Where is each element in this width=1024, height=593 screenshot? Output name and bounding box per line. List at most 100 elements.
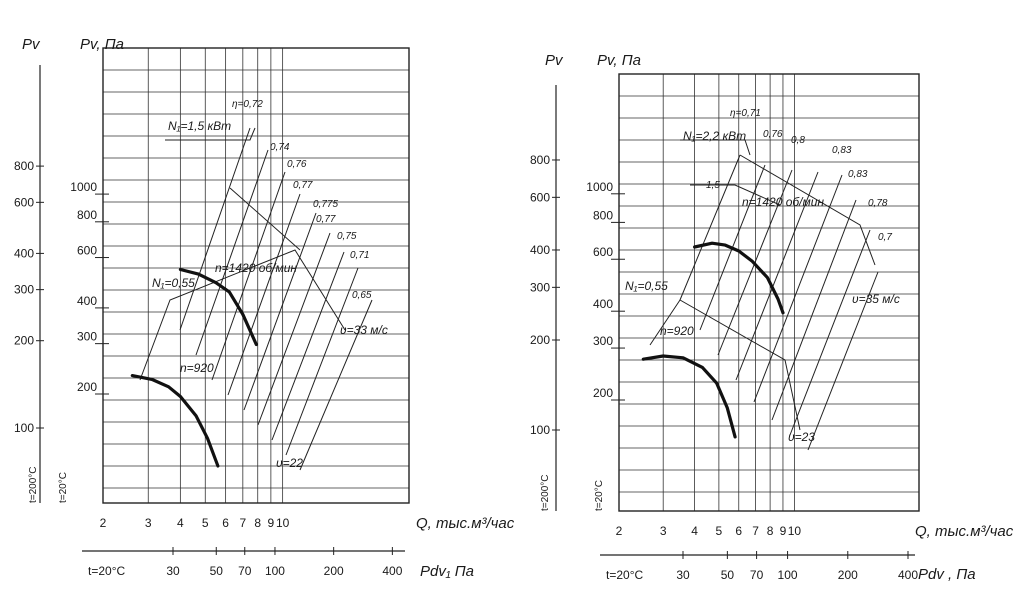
left-eff-label: 0,74	[270, 142, 290, 153]
right-power-label-3: 1,5	[706, 180, 720, 191]
l-pv200-tick-label: 600	[14, 195, 34, 209]
r-pv20-tick-label: 400	[593, 297, 613, 311]
r-pv200-tick-label: 200	[530, 333, 550, 347]
r-pv200-tick-label: 600	[530, 190, 550, 204]
l-q-tick-label: 10	[276, 516, 290, 530]
left-power-label-2: N₁=0,55	[152, 276, 195, 290]
right-pdv-t20-label: t=20°C	[606, 568, 643, 582]
l-q-tick-label: 2	[100, 516, 107, 530]
l-pv20-tick-label: 200	[77, 380, 97, 394]
left-pv-inner-title: Pv, Па	[80, 36, 124, 53]
right-pv200-ticks: 100 200 300 400 600 800	[530, 153, 560, 437]
r-q-tick-label: 2	[616, 524, 623, 538]
left-pdv-t20-label: t=20°C	[88, 564, 125, 578]
left-speed-lines	[130, 267, 258, 468]
l-pv200-tick-label: 800	[14, 159, 34, 173]
right-t200-label: t=200°C	[540, 474, 551, 511]
right-pv20-ticks: 200 300 400 600 800 1000	[586, 180, 625, 401]
right-eff-label: 0,83	[848, 169, 868, 180]
left-velocity-label-33: υ=33 м/с	[340, 323, 388, 337]
l-q-tick-label: 5	[202, 516, 209, 530]
left-pv-outer-title: Pv	[22, 36, 41, 53]
r-pdv-tick-label: 30	[676, 568, 690, 582]
left-power-lines	[139, 127, 346, 381]
right-power-label-1: N₁=2,2 кВт	[683, 129, 746, 143]
l-pv200-tick-label: 300	[14, 283, 34, 297]
r-pv200-tick-label: 800	[530, 153, 550, 167]
right-eff-label: 0,76	[763, 129, 783, 140]
right-velocity-label-35: υ=35 м/с	[852, 292, 900, 306]
l-q-tick-label: 9	[268, 516, 275, 530]
left-speed-label-920: n=920	[180, 361, 214, 375]
right-pv-inner-title: Pv, Па	[597, 52, 641, 69]
right-pdv-ticks: 30 50 70 100 200 400	[676, 551, 918, 582]
r-q-tick-label: 5	[716, 524, 723, 538]
r-pv200-tick-label: 400	[530, 243, 550, 257]
right-speed-label-1420: n=1420 об/мин	[742, 195, 824, 209]
r-pdv-tick-label: 200	[838, 568, 858, 582]
r-q-tick-label: 7	[752, 524, 759, 538]
left-power-label-1: N₁=1,5 кВт	[168, 119, 231, 133]
left-t200-label: t=200°C	[28, 466, 39, 503]
r-pv200-tick-label: 100	[530, 423, 550, 437]
l-q-tick-label: 7	[239, 516, 246, 530]
r-pv200-tick-label: 300	[530, 280, 550, 294]
right-eff-label: η=0,71	[730, 108, 761, 119]
right-power-lines	[649, 139, 876, 431]
l-pdv-tick-label: 50	[210, 564, 224, 578]
r-pdv-tick-label: 50	[721, 568, 735, 582]
right-t20-label: t=20°C	[594, 480, 605, 511]
left-grid	[103, 48, 409, 503]
r-pdv-tick-label: 100	[778, 568, 798, 582]
left-eff-label: 0,76	[287, 159, 307, 170]
l-pv20-tick-label: 800	[77, 208, 97, 222]
left-pdv-title: Pdv₁ Па	[420, 563, 474, 580]
right-q-title: Q, тыс.м³/час	[915, 523, 1014, 540]
r-q-tick-label: 4	[691, 524, 698, 538]
left-eff-label: 0,77	[293, 180, 313, 191]
right-power-label-2: N₁=0,55	[625, 279, 668, 293]
right-speed-lines	[641, 241, 785, 439]
left-plot-frame	[102, 47, 410, 504]
r-q-tick-label: 9	[780, 524, 787, 538]
left-pv200-ticks: 100 200 300 400 600 800	[14, 159, 44, 435]
right-pv-outer-title: Pv	[545, 52, 564, 69]
r-q-tick-label: 6	[735, 524, 742, 538]
l-q-tick-label: 6	[222, 516, 229, 530]
left-eff-label: 0,775	[313, 199, 338, 210]
r-speed-curve	[641, 354, 737, 439]
r-pv20-tick-label: 800	[593, 208, 613, 222]
l-pv20-tick-label: 300	[77, 330, 97, 344]
right-eff-label: 0,83	[832, 145, 852, 156]
r-q-tick-label: 8	[767, 524, 774, 538]
r-pv20-tick-label: 200	[593, 386, 613, 400]
left-q-title: Q, тыс.м³/час	[416, 515, 515, 532]
left-q-ticks: 2 3 4 5 6 7 8 9 10	[100, 516, 290, 530]
l-pv200-tick-label: 200	[14, 334, 34, 348]
l-pv20-tick-label: 1000	[70, 180, 97, 194]
left-eff-label: 0,77	[316, 214, 336, 225]
l-pv20-tick-label: 600	[77, 244, 97, 258]
l-speed-curve	[178, 267, 258, 347]
l-pdv-tick-label: 30	[166, 564, 180, 578]
left-eff-label: 0,75	[337, 231, 357, 242]
left-eff-label: 0,71	[350, 250, 369, 261]
l-q-tick-label: 4	[177, 516, 184, 530]
r-pv20-tick-label: 300	[593, 334, 613, 348]
r-pv20-tick-label: 600	[593, 245, 613, 259]
r-pdv-tick-label: 70	[750, 568, 764, 582]
l-pdv-tick-label: 400	[382, 564, 402, 578]
left-efficiency-labels: η=0,72 0,74 0,76 0,77 0,775 0,77 0,75 0,…	[232, 99, 372, 301]
left-speed-label-1420: n=1420 об/мин	[215, 261, 297, 275]
l-pdv-tick-label: 100	[265, 564, 285, 578]
right-eff-label: 0,7	[878, 232, 892, 243]
right-velocity-label-23: υ=23	[788, 430, 815, 444]
right-pdv-title: Pdv , Па	[918, 566, 976, 583]
r-speed-curve	[692, 241, 785, 315]
right-efficiency-labels: η=0,71 0,76 0,8 0,83 0,83 0,78 0,7	[730, 108, 892, 243]
right-plot-frame	[618, 73, 920, 512]
l-pv200-tick-label: 400	[14, 246, 34, 260]
